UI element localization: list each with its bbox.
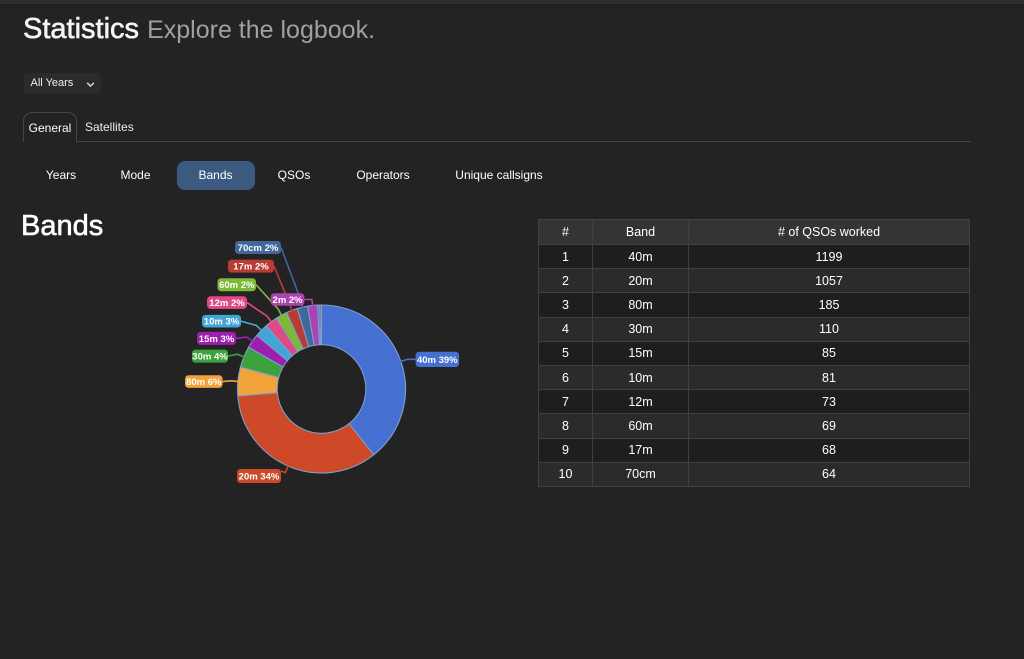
svg-text:40m 39%: 40m 39% — [417, 355, 458, 366]
svg-text:80m 6%: 80m 6% — [186, 377, 222, 388]
svg-text:10m 3%: 10m 3% — [204, 317, 240, 328]
svg-text:15m 3%: 15m 3% — [199, 334, 235, 345]
svg-text:17m 2%: 17m 2% — [233, 262, 269, 273]
svg-text:20m 34%: 20m 34% — [239, 472, 280, 483]
svg-text:30m 4%: 30m 4% — [192, 352, 228, 363]
svg-text:60m 2%: 60m 2% — [219, 280, 255, 291]
svg-text:2m 2%: 2m 2% — [273, 295, 304, 306]
svg-text:70cm 2%: 70cm 2% — [238, 243, 279, 254]
svg-text:12m 2%: 12m 2% — [209, 298, 245, 309]
